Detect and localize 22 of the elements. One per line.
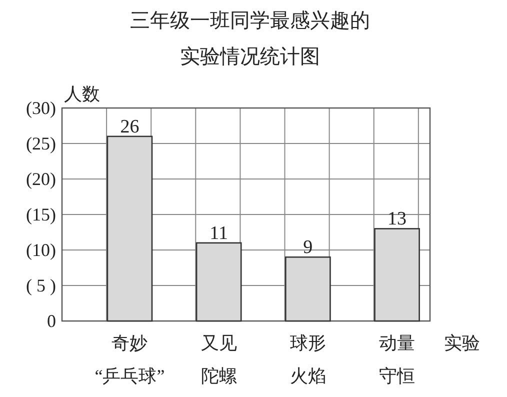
data-label: 11 <box>210 222 228 244</box>
y-tick-label: (30) <box>26 98 56 118</box>
bar <box>196 242 242 322</box>
data-label: 9 <box>303 237 313 258</box>
data-label: 26 <box>120 116 140 138</box>
chart-title: 三年级一班同学最感兴趣的实验情况统计图 <box>130 10 370 68</box>
data-label: 13 <box>388 208 407 230</box>
y-tick-label: ( 5 ) <box>26 276 56 296</box>
y-tick-label: (15) <box>26 204 56 224</box>
y-axis-title: 人数 <box>64 84 100 104</box>
x-axis-title: 实验 <box>444 333 480 353</box>
x-tick-label: 动量守恒 <box>379 333 416 386</box>
bar <box>106 136 153 322</box>
x-tick-label: 又见陀螺 <box>200 333 237 386</box>
y-tick-label: (20) <box>26 169 56 189</box>
x-tick-label: 奇妙“乒乓球” <box>94 333 165 386</box>
bar <box>374 228 420 322</box>
y-tick-label: (25) <box>26 134 56 154</box>
bar <box>285 256 331 322</box>
x-tick-label: 球形火焰 <box>290 333 326 386</box>
y-tick-label: 0 <box>47 311 56 331</box>
y-tick-label: (10) <box>26 240 56 260</box>
